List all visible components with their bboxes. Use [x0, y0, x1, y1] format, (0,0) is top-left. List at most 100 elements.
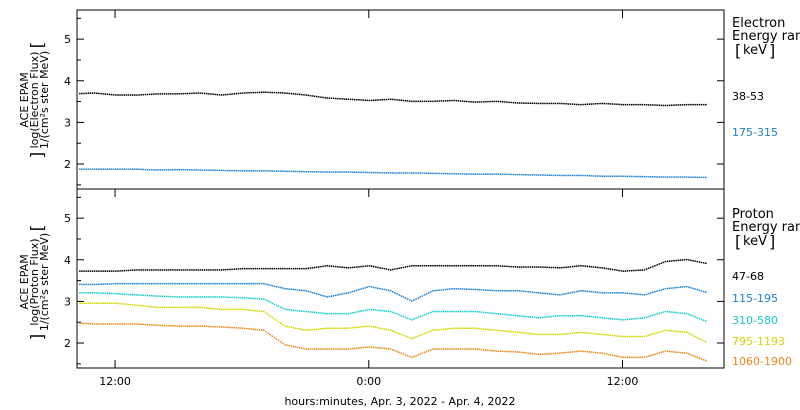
proton-point-1060-1900: [311, 348, 314, 350]
proton-point-47-68: [261, 267, 263, 270]
electron-point-175-315: [660, 176, 663, 178]
proton-point-795-1193: [256, 310, 259, 312]
proton-point-1060-1900: [100, 323, 102, 325]
proton-point-47-68: [250, 267, 252, 270]
proton-point-795-1193: [182, 306, 185, 309]
proton-point-115-195: [650, 292, 652, 294]
proton-point-1060-1900: [628, 356, 631, 359]
electron-point-38-53: [343, 98, 345, 100]
proton-point-1060-1900: [231, 326, 233, 329]
electron-point-38-53: [383, 98, 386, 101]
proton-point-1060-1900: [110, 323, 113, 325]
electron-point-175-315: [244, 170, 246, 172]
proton-point-115-195: [394, 292, 396, 294]
electron-point-175-315: [483, 173, 485, 175]
electron-point-175-315: [256, 170, 259, 172]
electron-point-175-315: [438, 172, 441, 175]
electron-point-38-53: [480, 101, 483, 103]
proton-point-1060-1900: [565, 351, 567, 354]
proton-point-310-580: [696, 317, 698, 319]
proton-point-795-1193: [588, 332, 591, 334]
proton-point-795-1193: [381, 327, 383, 330]
proton-point-47-68: [559, 267, 561, 269]
proton-point-795-1193: [459, 327, 462, 329]
proton-point-1060-1900: [430, 349, 432, 351]
proton-point-310-580: [527, 316, 529, 318]
proton-point-115-195: [180, 282, 183, 285]
proton-point-1060-1900: [176, 325, 178, 327]
proton-point-795-1193: [155, 306, 157, 308]
proton-point-47-68: [567, 266, 569, 268]
proton-point-795-1193: [146, 305, 149, 308]
proton-point-47-68: [523, 266, 525, 268]
proton-point-1060-1900: [533, 353, 536, 355]
electron-point-38-53: [108, 93, 111, 96]
proton-point-115-195: [618, 292, 620, 294]
proton-point-310-580: [284, 308, 286, 311]
proton-point-795-1193: [165, 306, 168, 309]
proton-point-310-580: [537, 317, 540, 319]
electron-point-175-315: [675, 176, 677, 178]
proton-point-795-1193: [121, 303, 123, 305]
electron-point-38-53: [231, 93, 233, 95]
proton-point-115-195: [592, 291, 595, 293]
proton-point-1060-1900: [290, 345, 293, 347]
proton-point-47-68: [643, 269, 646, 271]
electron-point-38-53: [332, 97, 335, 100]
proton-point-47-68: [599, 266, 601, 269]
proton-point-795-1193: [671, 330, 673, 332]
proton-point-795-1193: [453, 327, 455, 329]
electron-point-175-315: [692, 176, 694, 178]
proton-point-115-195: [140, 282, 142, 285]
proton-point-795-1193: [275, 319, 278, 321]
proton-point-310-580: [622, 319, 624, 321]
proton-point-310-580: [618, 318, 620, 321]
proton-ylabel-bracket-right: ]: [28, 334, 48, 341]
proton-point-1060-1900: [210, 325, 212, 328]
proton-point-1060-1900: [362, 346, 364, 349]
proton-point-310-580: [354, 311, 356, 314]
proton-point-795-1193: [237, 308, 240, 311]
proton-point-795-1193: [248, 309, 250, 311]
electron-point-38-53: [402, 99, 405, 102]
proton-point-1060-1900: [349, 348, 352, 350]
electron-point-175-315: [491, 173, 493, 175]
electron-point-175-315: [425, 172, 428, 174]
proton-point-795-1193: [307, 329, 309, 331]
electron-point-38-53: [345, 98, 347, 100]
proton-point-1060-1900: [548, 353, 550, 355]
proton-point-47-68: [694, 260, 696, 262]
proton-point-47-68: [688, 259, 690, 261]
proton-point-310-580: [163, 295, 166, 298]
proton-point-115-195: [567, 292, 569, 294]
proton-point-795-1193: [360, 326, 362, 328]
electron-point-38-53: [87, 92, 90, 94]
proton-point-795-1193: [290, 326, 293, 329]
proton-point-47-68: [284, 267, 286, 270]
electron-legend-item-38-53: 38-53: [732, 90, 764, 103]
proton-point-795-1193: [286, 325, 288, 328]
proton-point-115-195: [679, 286, 682, 288]
proton-point-795-1193: [590, 332, 593, 335]
proton-point-1060-1900: [237, 327, 240, 329]
electron-point-175-315: [389, 172, 392, 174]
proton-legend-bracket-left: [: [735, 232, 741, 251]
proton-point-310-580: [335, 312, 337, 315]
proton-point-310-580: [366, 309, 369, 311]
electron-point-175-315: [616, 175, 618, 177]
proton-point-115-195: [161, 282, 164, 285]
electron-point-38-53: [491, 100, 493, 103]
proton-point-115-195: [294, 288, 297, 291]
electron-point-175-315: [203, 169, 206, 171]
electron-point-38-53: [284, 92, 286, 94]
proton-point-795-1193: [455, 327, 457, 329]
proton-point-310-580: [277, 305, 280, 308]
electron-point-175-315: [366, 171, 369, 174]
proton-point-115-195: [356, 289, 358, 292]
proton-point-795-1193: [199, 306, 202, 309]
electron-point-175-315: [639, 175, 641, 178]
electron-point-175-315: [542, 174, 544, 176]
xtick-label-0:00: 0:00: [356, 375, 381, 388]
electron-point-38-53: [622, 103, 624, 106]
proton-point-1060-1900: [296, 346, 299, 349]
